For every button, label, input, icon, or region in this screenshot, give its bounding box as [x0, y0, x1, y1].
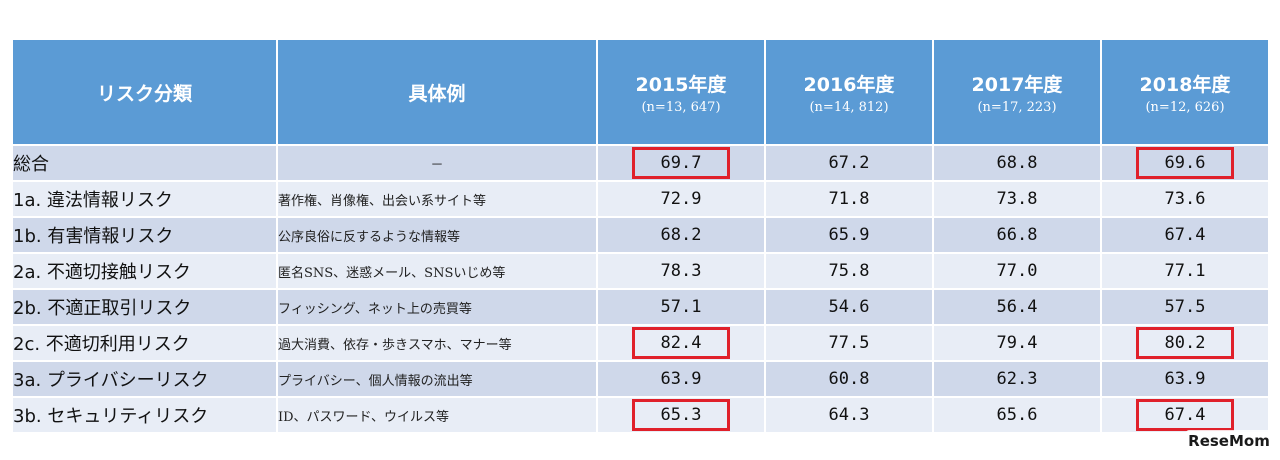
header-year-2015: 2015年度 (n=13, 647)	[596, 38, 766, 146]
table-row: 2b. 不適正取引リスク フィッシング、ネット上の売買等 57.1 54.6 5…	[11, 288, 1270, 326]
highlighted-value: 65.3	[632, 399, 730, 431]
row-example: 過大消費、依存・歩きスマホ、マナー等	[276, 324, 598, 362]
table-row: 1a. 違法情報リスク 著作権、肖像権、出会い系サイト等 72.9 71.8 7…	[11, 180, 1270, 218]
header-year-2016: 2016年度 (n=14, 812)	[764, 38, 934, 146]
highlighted-value: 69.7	[632, 147, 730, 179]
table-row: 1b. 有害情報リスク 公序良俗に反するような情報等 68.2 65.9 66.…	[11, 216, 1270, 254]
row-category: 2a. 不適切接触リスク	[11, 252, 278, 290]
sample-size: (n=17, 223)	[977, 99, 1057, 115]
row-example: ID、パスワード、ウイルス等	[276, 396, 598, 434]
risk-score-table: リスク分類 具体例 2015年度 (n=13, 647) 2016年度 (n=1…	[11, 38, 1270, 434]
header-example: 具体例	[276, 38, 598, 146]
row-value: 62.3	[932, 360, 1102, 398]
row-example: プライバシー、個人情報の流出等	[276, 360, 598, 398]
table-row: 3b. セキュリティリスク ID、パスワード、ウイルス等 65.3 64.3 6…	[11, 396, 1270, 434]
row-value: 72.9	[596, 180, 766, 218]
watermark-logo: ReseMom	[1186, 430, 1272, 452]
table-row: 2c. 不適切利用リスク 過大消費、依存・歩きスマホ、マナー等 82.4 77.…	[11, 324, 1270, 362]
row-category: 1b. 有害情報リスク	[11, 216, 278, 254]
row-category: 1a. 違法情報リスク	[11, 180, 278, 218]
row-value: 68.2	[596, 216, 766, 254]
row-value: 67.4	[1100, 216, 1270, 254]
sample-size: (n=13, 647)	[641, 99, 721, 115]
row-value: 68.8	[996, 153, 1038, 173]
row-value: 57.1	[596, 288, 766, 326]
year-label: 2017年度	[971, 73, 1063, 96]
row-value: 67.2	[828, 153, 870, 173]
row-category: 2c. 不適切利用リスク	[11, 324, 278, 362]
row-value: 65.6	[996, 405, 1038, 425]
row-value: 56.4	[932, 288, 1102, 326]
row-category: 総合	[11, 144, 278, 182]
row-value: 71.8	[764, 180, 934, 218]
row-category: 2b. 不適正取引リスク	[11, 288, 278, 326]
row-value: 60.8	[764, 360, 934, 398]
year-label: 2018年度	[1139, 73, 1231, 96]
highlighted-value: 82.4	[632, 327, 730, 359]
row-value: 66.8	[932, 216, 1102, 254]
row-example: －	[276, 144, 598, 182]
row-example: 匿名SNS、迷惑メール、SNSいじめ等	[276, 252, 598, 290]
row-value: 54.6	[764, 288, 934, 326]
header-year-2018: 2018年度 (n=12, 626)	[1100, 38, 1270, 146]
row-value: 73.8	[932, 180, 1102, 218]
row-value: 65.9	[764, 216, 934, 254]
year-label: 2016年度	[803, 73, 895, 96]
row-value: 77.5	[828, 333, 870, 353]
row-value: 63.9	[596, 360, 766, 398]
row-category: 3a. プライバシーリスク	[11, 360, 278, 398]
row-value: 75.8	[764, 252, 934, 290]
highlighted-value: 80.2	[1136, 327, 1234, 359]
row-value: 79.4	[996, 333, 1038, 353]
year-label: 2015年度	[635, 73, 727, 96]
row-value: 73.6	[1100, 180, 1270, 218]
row-value: 57.5	[1100, 288, 1270, 326]
sample-size: (n=12, 626)	[1145, 99, 1225, 115]
highlighted-value: 67.4	[1136, 399, 1234, 431]
table-row: 2a. 不適切接触リスク 匿名SNS、迷惑メール、SNSいじめ等 78.3 75…	[11, 252, 1270, 290]
table-row-total: 総合 － 69.7 67.2 68.8 69.6	[11, 144, 1270, 182]
table-row: 3a. プライバシーリスク プライバシー、個人情報の流出等 63.9 60.8 …	[11, 360, 1270, 398]
sample-size: (n=14, 812)	[809, 99, 889, 115]
highlighted-value: 69.6	[1136, 147, 1234, 179]
header-row: リスク分類 具体例 2015年度 (n=13, 647) 2016年度 (n=1…	[11, 38, 1270, 146]
row-example: 公序良俗に反するような情報等	[276, 216, 598, 254]
row-example: 著作権、肖像権、出会い系サイト等	[276, 180, 598, 218]
header-category: リスク分類	[11, 38, 278, 146]
row-value: 77.1	[1100, 252, 1270, 290]
row-category: 3b. セキュリティリスク	[11, 396, 278, 434]
row-example: フィッシング、ネット上の売買等	[276, 288, 598, 326]
row-value: 78.3	[596, 252, 766, 290]
row-value: 77.0	[932, 252, 1102, 290]
header-year-2017: 2017年度 (n=17, 223)	[932, 38, 1102, 146]
row-value: 63.9	[1100, 360, 1270, 398]
row-value: 64.3	[828, 405, 870, 425]
